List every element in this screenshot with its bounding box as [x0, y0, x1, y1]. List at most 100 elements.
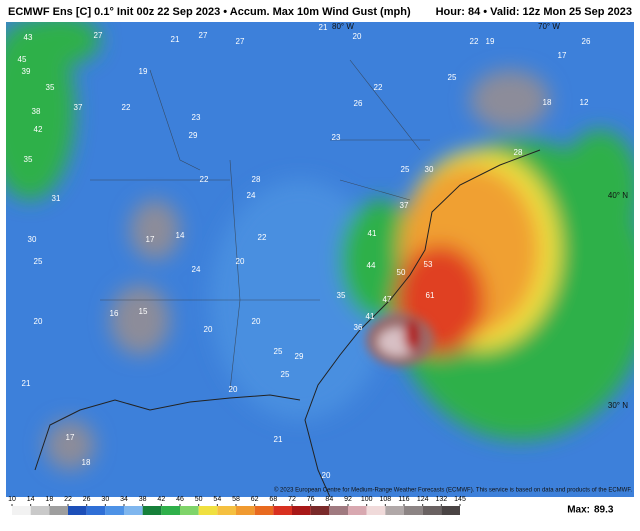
map-area: 43 45 39 35 37 38 42 35 31 30 25 20 21 17 18 27 21 27 27 22… — [6, 22, 634, 497]
colorbar-tick-label: 84 — [325, 496, 333, 503]
map-value: 18 — [82, 458, 91, 467]
copyright: © 2023 European Centre for Medium-Range … — [274, 487, 632, 494]
map-value: 20 — [322, 471, 331, 480]
colorbar-tick-label: 30 — [101, 496, 109, 503]
colorbar-swatch — [161, 506, 180, 515]
colorbar-tick-label: 100 — [361, 496, 373, 503]
colorbar-swatch — [292, 506, 311, 515]
gulf-coastline — [34, 394, 301, 471]
map-value: 26 — [354, 99, 363, 108]
map-value: 20 — [34, 317, 43, 326]
map-value: 19 — [139, 67, 148, 76]
map-value: 17 — [558, 51, 567, 60]
colorbar-swatch — [142, 506, 162, 515]
colorbar-tick-label: 34 — [120, 496, 128, 503]
valid-time: Hour: 84 • Valid: 12z Mon 25 Sep 2023 — [436, 6, 632, 18]
map-value: 53 — [424, 260, 433, 269]
map-value: 21 — [171, 35, 180, 44]
map-value: 61 — [426, 291, 435, 300]
colorbar-swatch — [86, 506, 106, 515]
map-value: 20 — [236, 257, 245, 266]
colorbar-tick-label: 46 — [176, 496, 184, 503]
map-value: 28 — [514, 148, 523, 157]
map-value: 22 — [258, 233, 267, 242]
colorbar: 10 14 18 22 26 30 34 38 42 46 50 54 58 62 68 72 76 84 92 10… — [8, 496, 466, 515]
map-value: 41 — [368, 229, 377, 238]
colorbar-tick-label: 62 — [251, 496, 259, 503]
colorbar-swatch — [68, 506, 87, 515]
colorbar-tick-label: 116 — [398, 496, 409, 503]
colorbar-tick-label: 92 — [344, 496, 352, 503]
map-value: 22 — [122, 103, 131, 112]
map-value: 20 — [353, 32, 362, 41]
coastline — [304, 149, 541, 497]
lat-label: 30° N — [608, 401, 628, 410]
map-value: 36 — [354, 323, 363, 332]
map-value: 23 — [332, 133, 341, 142]
map-value: 16 — [110, 309, 119, 318]
map-value: 42 — [34, 125, 43, 134]
map-value: 20 — [229, 385, 238, 394]
map-value: 24 — [192, 265, 201, 274]
map-value: 41 — [366, 312, 375, 321]
map-value: 43 — [24, 33, 33, 42]
colorbar-swatch — [404, 506, 423, 515]
colorbar-swatch — [180, 506, 199, 515]
colorbar-swatch — [105, 506, 124, 515]
colorbar-tick-label: 108 — [379, 496, 391, 503]
map-value: 27 — [94, 31, 103, 40]
map-value: 25 — [281, 370, 290, 379]
map-value: 22 — [200, 175, 209, 184]
map-value: 18 — [543, 98, 552, 107]
map-value: 44 — [367, 261, 376, 270]
colorbar-swatch — [273, 506, 292, 515]
colorbar-tick-label: 18 — [45, 496, 53, 503]
colorbar-swatch — [254, 506, 274, 515]
map-value: 29 — [295, 352, 304, 361]
colorbar-swatch — [198, 506, 218, 515]
colorbar-swatch — [49, 506, 68, 515]
map-value: 19 — [486, 37, 495, 46]
map-value: 30 — [28, 235, 37, 244]
map-value: 31 — [52, 194, 61, 203]
lon-label: 80° W — [332, 22, 354, 31]
colorbar-tick-label: 26 — [83, 496, 91, 503]
map-value: 14 — [176, 231, 185, 240]
map-value: 30 — [425, 165, 434, 174]
colorbar-tick-label: 132 — [435, 496, 447, 503]
map-value: 24 — [247, 191, 256, 200]
max-label: Max: — [567, 505, 590, 516]
map-value: 21 — [22, 379, 31, 388]
map-value: 35 — [46, 83, 55, 92]
colorbar-swatch — [30, 506, 50, 515]
map-value: 23 — [192, 113, 201, 122]
colorbar-swatch — [310, 506, 330, 515]
map-value: 28 — [252, 175, 261, 184]
map-value: 37 — [400, 201, 409, 210]
map-value: 38 — [32, 107, 41, 116]
map-value: 22 — [470, 37, 479, 46]
colorbar-tick-label: 22 — [64, 496, 72, 503]
colorbar-tick-label: 72 — [288, 496, 296, 503]
map-value: 17 — [146, 235, 155, 244]
map-value: 39 — [22, 67, 31, 76]
colorbar-tick-label: 54 — [213, 496, 221, 503]
map-value: 20 — [252, 317, 261, 326]
colorbar-swatch — [329, 506, 348, 515]
colorbar-tick-label: 38 — [139, 496, 147, 503]
map-value: 27 — [236, 37, 245, 46]
map-value: 21 — [319, 23, 328, 32]
colorbar-swatch — [441, 506, 460, 515]
map-value: 47 — [383, 295, 392, 304]
colorbar-tick-label: 10 — [8, 496, 16, 503]
map-value: 35 — [24, 155, 33, 164]
colorbar-swatch — [422, 506, 442, 515]
storm-core — [366, 314, 434, 366]
map-value: 45 — [18, 55, 27, 64]
borders — [90, 59, 430, 391]
colorbar-swatch — [217, 506, 236, 515]
colorbar-tick-label: 50 — [195, 496, 203, 503]
map-value: 26 — [582, 37, 591, 46]
map-value: 20 — [204, 325, 213, 334]
